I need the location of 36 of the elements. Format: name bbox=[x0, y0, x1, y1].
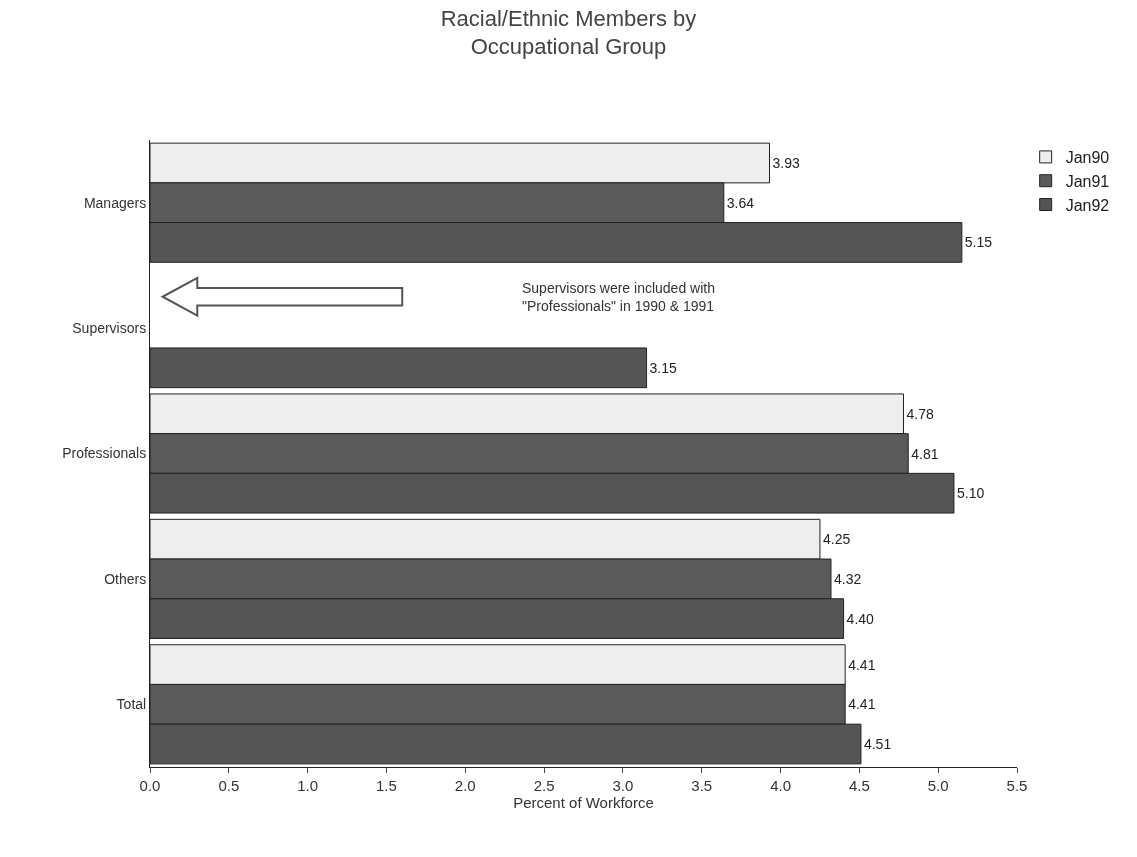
data-label: 4.81 bbox=[911, 445, 939, 462]
data-label: 4.41 bbox=[848, 696, 876, 713]
data-label: 3.64 bbox=[726, 194, 755, 211]
y-tick-label: Total bbox=[116, 696, 147, 713]
text: 4.5 bbox=[848, 777, 870, 794]
text: 5.5 bbox=[1006, 777, 1028, 794]
text: 0.5 bbox=[218, 777, 240, 794]
text: 3.5 bbox=[691, 777, 713, 794]
text: 4.0 bbox=[770, 777, 791, 794]
data-label: 4.32 bbox=[833, 570, 862, 587]
text: 3.0 bbox=[612, 777, 634, 794]
annotation: Supervisors were included with "Professionals" in 1990 & 1991 bbox=[522, 280, 715, 315]
x-axis-title: Percent of Workforce bbox=[513, 794, 654, 811]
y-tick-label: Professionals bbox=[62, 445, 147, 462]
legend-label: Jan90 bbox=[1065, 149, 1110, 167]
text: 2.5 bbox=[533, 777, 555, 794]
legend-label: Jan91 bbox=[1065, 172, 1110, 190]
text: 1.0 bbox=[297, 777, 319, 794]
data-label: 4.40 bbox=[846, 610, 875, 627]
data-label: 4.41 bbox=[848, 656, 876, 673]
legend-label: Jan92 bbox=[1065, 196, 1110, 214]
data-label: 5.10 bbox=[956, 485, 985, 502]
y-tick-label: Others bbox=[104, 570, 147, 587]
text: 0.0 bbox=[139, 777, 161, 794]
y-tick-label: Supervisors bbox=[72, 320, 147, 336]
data-label: 4.51 bbox=[863, 736, 892, 753]
text: 1.5 bbox=[376, 777, 397, 794]
data-label: 5.15 bbox=[964, 234, 993, 251]
text: 2.0 bbox=[454, 777, 476, 794]
data-label: 3.93 bbox=[772, 154, 800, 171]
text: 5.0 bbox=[927, 777, 949, 794]
chart-title: Racial/Ethnic Members by Occupational Group bbox=[440, 5, 697, 60]
data-label: 4.25 bbox=[822, 531, 851, 548]
data-label: 3.15 bbox=[649, 359, 678, 376]
data-label: 4.78 bbox=[906, 405, 934, 422]
y-tick-label: Managers bbox=[83, 194, 147, 211]
